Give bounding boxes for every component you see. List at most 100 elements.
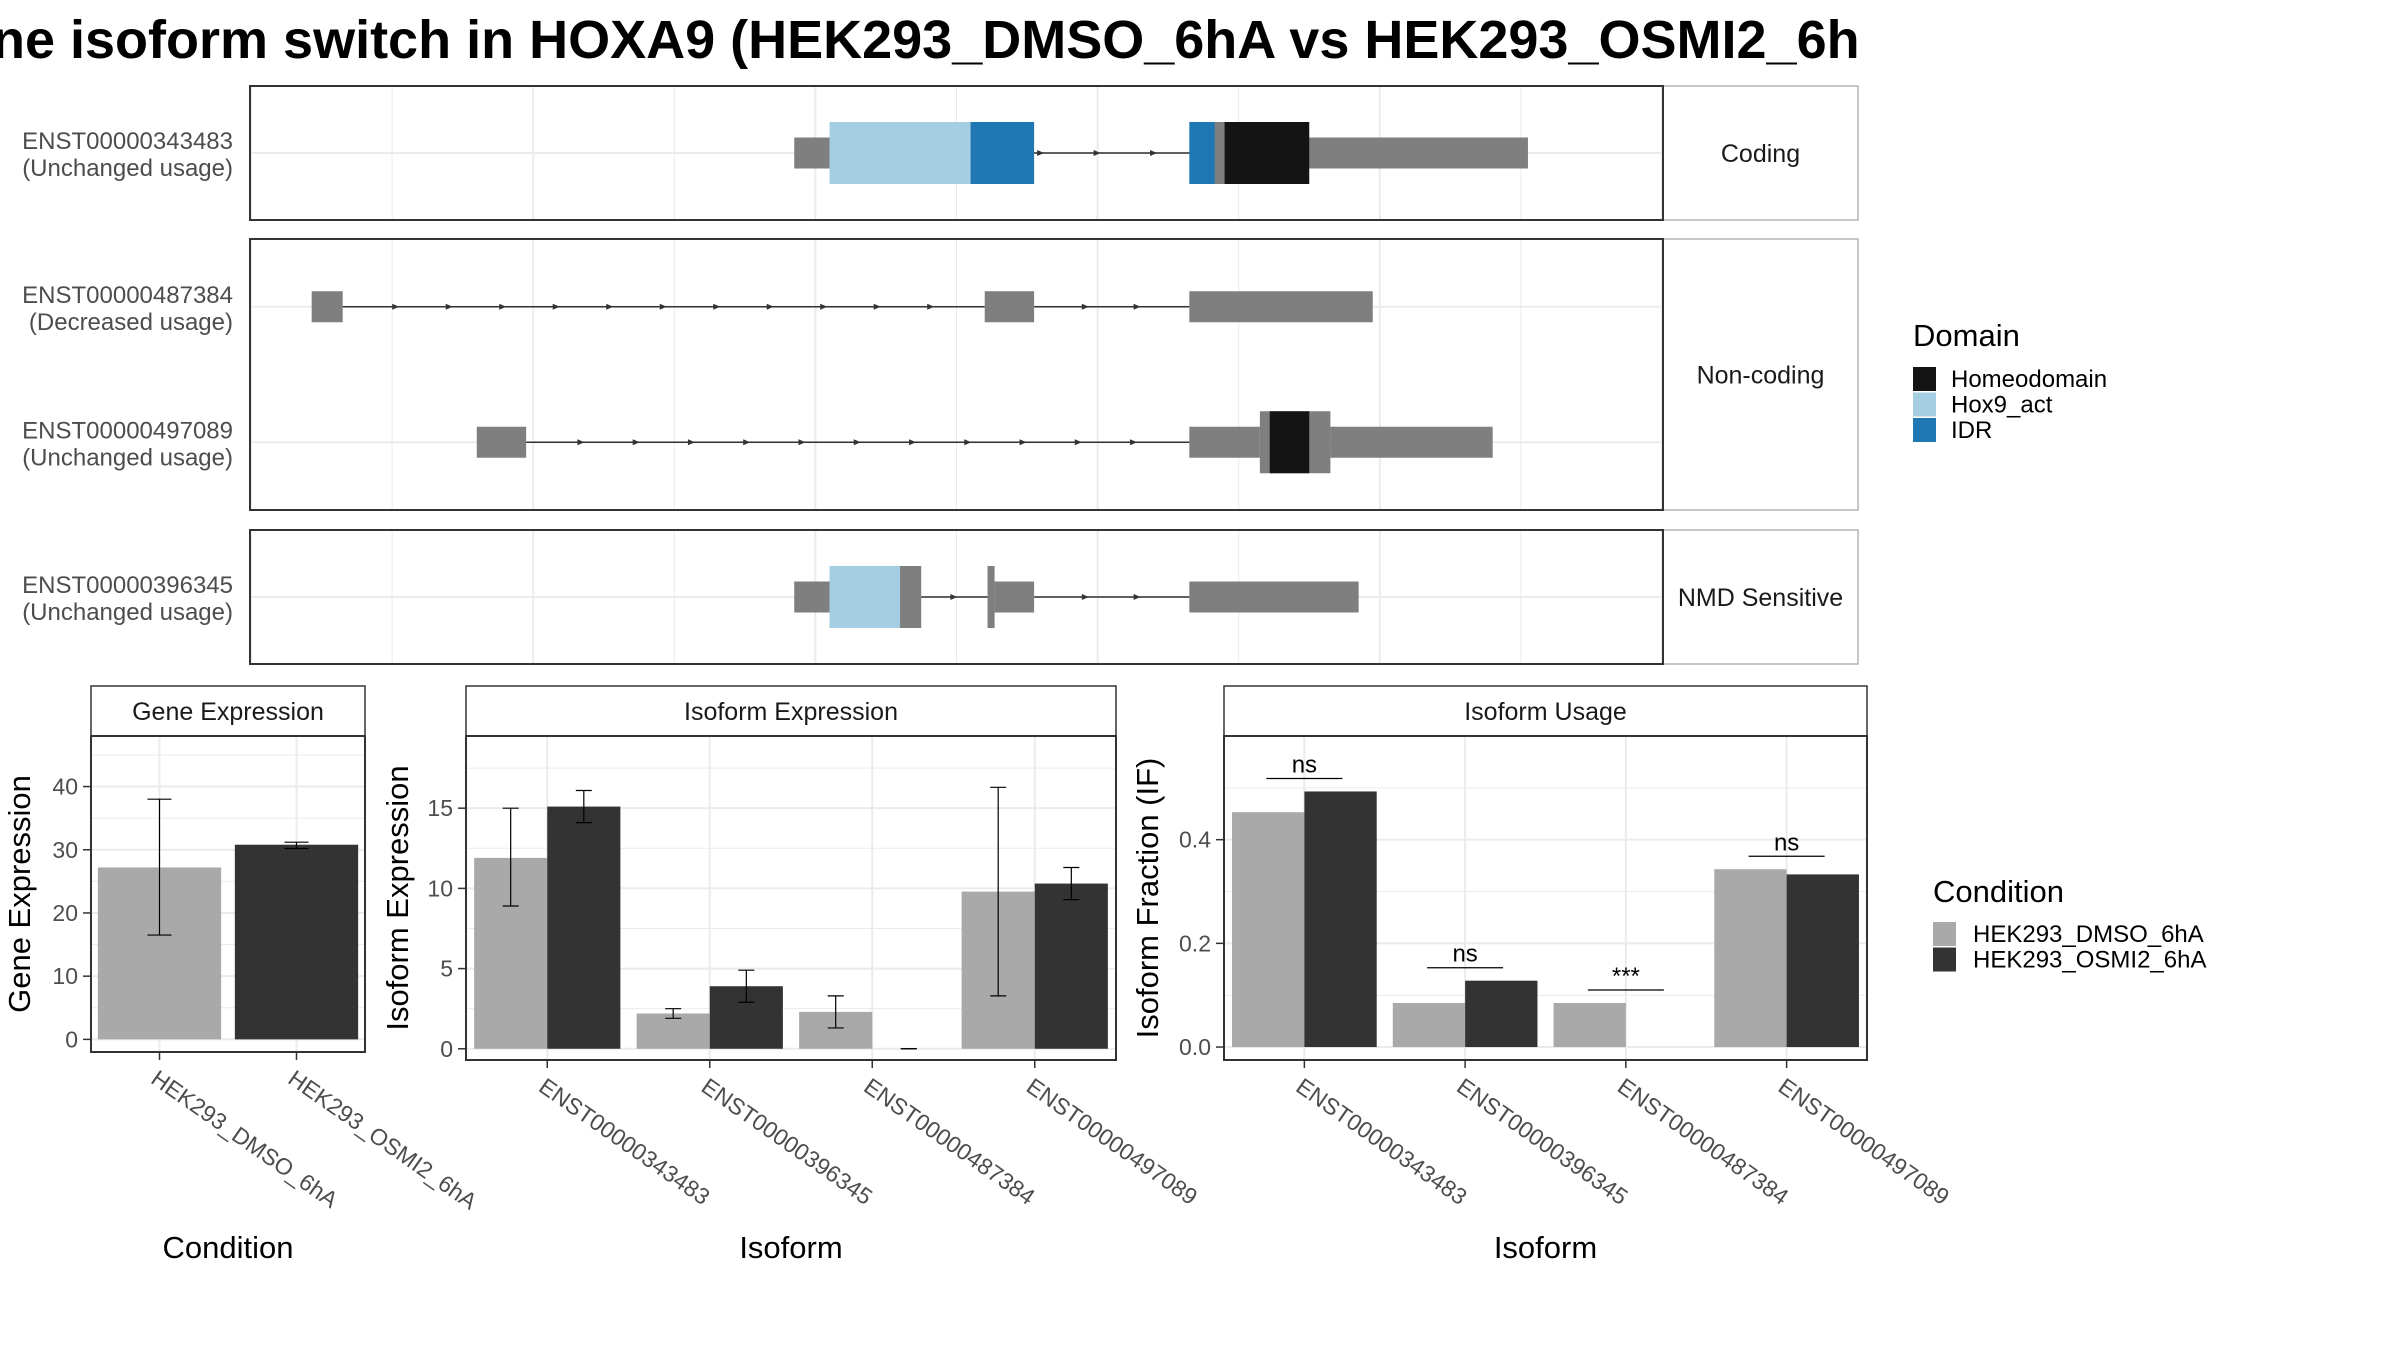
significance-label: ns (1452, 941, 1477, 968)
intron-arrow (1074, 439, 1082, 446)
x-tick-label: ENST00000343483 (1292, 1073, 1472, 1210)
domain-hox9_act (829, 566, 901, 628)
panel-strip (465, 685, 1117, 737)
panel-strip-label: NMD Sensitive (1678, 584, 1843, 612)
domain-legend-swatch (1913, 392, 1936, 417)
y-tick-label: 20 (52, 900, 78, 926)
panel-strip-label: Non-coding (1697, 362, 1825, 390)
condition-legend-swatch (1933, 922, 1956, 946)
panel-strip (1662, 529, 1859, 665)
intron-arrow (392, 303, 400, 310)
bar-hek293_osmi2_6ha (1034, 883, 1108, 1049)
intron-arrow (577, 439, 585, 446)
intron-arrow (659, 303, 667, 310)
structure-panel-border (249, 238, 1664, 511)
utr-exon (794, 581, 830, 613)
transcript-usage: (Unchanged usage) (22, 444, 233, 471)
domain-idr (970, 122, 1035, 184)
intron-arrow (1081, 594, 1089, 600)
structure-panel-2: NMD Sensitive ENST00000396345(Unchanged u… (22, 529, 1859, 665)
x-axis-title: Isoform (739, 1230, 842, 1265)
x-tick-label: ENST00000396345 (697, 1073, 877, 1210)
cds-exon (987, 566, 995, 628)
y-tick-label: 0.0 (1179, 1034, 1211, 1060)
bar-hek293_osmi2_6ha (1465, 980, 1538, 1048)
intron-arrow (499, 303, 507, 310)
figure-title: ne isoform switch in HOXA9 (HEK293_DMSO_… (0, 10, 1860, 70)
bar-hek293_osmi2_6ha (547, 806, 621, 1049)
x-tick-label: ENST00000497089 (1022, 1073, 1202, 1210)
bar-hek293_dmso_6ha (1553, 1002, 1626, 1048)
utr-exon (1189, 426, 1260, 458)
utr-exon (476, 426, 527, 458)
expression-plots: Gene ExpressionHEK293_DMSO_6hAHEK293_OSM… (2, 685, 1954, 1265)
panel-border (465, 735, 1117, 1061)
intron-arrow (873, 303, 881, 310)
bar-hek293_dmso_6ha (1392, 1002, 1466, 1048)
intron-arrow (1019, 439, 1027, 446)
bar-hek293_dmso_6ha (1232, 812, 1305, 1048)
y-tick-label: 40 (52, 774, 78, 800)
panel-border (90, 735, 366, 1053)
transcript-id: ENST00000487384 (22, 282, 233, 309)
bar-hek293_dmso_6ha (636, 1013, 710, 1049)
transcript-id: ENST00000497089 (22, 417, 233, 444)
x-tick-label: ENST00000396345 (1452, 1073, 1632, 1210)
intron-arrow (743, 439, 751, 446)
intron-arrow (964, 439, 972, 446)
y-axis-title: Isoform Fraction (IF) (1130, 758, 1165, 1039)
utr-exon (1330, 426, 1493, 458)
x-tick-label: ENST00000487384 (1613, 1073, 1794, 1210)
intron-arrow (1133, 303, 1141, 310)
utr-exon (1189, 291, 1373, 323)
domain-legend-swatch (1913, 418, 1936, 442)
utr-exon (311, 291, 343, 323)
intron-arrow (606, 303, 614, 310)
transcript-usage: (Decreased usage) (29, 309, 233, 336)
structure-panel-1: Non-coding ENST00000487384(Decreased usag… (22, 238, 1859, 511)
domain-legend-label: Homeodomain (1951, 366, 2107, 393)
bar-hek293_osmi2_6ha (1304, 791, 1377, 1048)
utr-exon (984, 291, 1035, 323)
intron-arrow (927, 303, 935, 310)
intron-arrow (1037, 150, 1045, 156)
domain-idr (1189, 122, 1215, 184)
intron-arrow (632, 439, 640, 446)
y-tick-label: 10 (52, 963, 78, 989)
condition-legend-swatch (1933, 947, 1956, 972)
y-tick-label: 30 (52, 837, 78, 863)
x-axis-title: Condition (163, 1230, 294, 1265)
transcript-id: ENST00000343483 (22, 128, 233, 155)
x-tick-label: ENST00000487384 (859, 1073, 1040, 1210)
structure-panel-0: Coding ENST00000343483(Unchanged usage) (22, 85, 1859, 221)
condition-legend-title: Condition (1933, 874, 2064, 909)
intron-arrow (445, 303, 453, 310)
utr-exon (1189, 581, 1359, 613)
domain-legend-swatch (1913, 367, 1936, 391)
intron-arrow (853, 439, 861, 446)
significance-label: ns (1292, 752, 1317, 779)
intron-arrow (766, 303, 774, 310)
x-tick-label: ENST00000343483 (534, 1073, 714, 1210)
x-tick-label: ENST00000497089 (1774, 1073, 1954, 1210)
domain-legend-label: IDR (1951, 417, 1992, 444)
bar-hek293_dmso_6ha (1714, 869, 1787, 1048)
intron-arrow (820, 303, 828, 310)
panel-border (1223, 735, 1868, 1061)
domain-legend-label: Hox9_act (1951, 392, 2053, 419)
panel-strip (1223, 685, 1868, 737)
panel-strip (1662, 238, 1859, 511)
intron-arrow (950, 594, 958, 600)
x-axis-title: Isoform (1494, 1230, 1597, 1265)
panel-strip (90, 685, 366, 737)
panel-strip-label: Coding (1721, 140, 1800, 168)
significance-label: ns (1774, 829, 1799, 856)
intron-arrow (1130, 439, 1138, 446)
domain-legend-title: Domain (1913, 318, 2020, 353)
structure-panel-border (249, 529, 1664, 665)
bar-hek293_osmi2_6ha (1786, 874, 1859, 1048)
intron-arrow (1093, 150, 1101, 156)
